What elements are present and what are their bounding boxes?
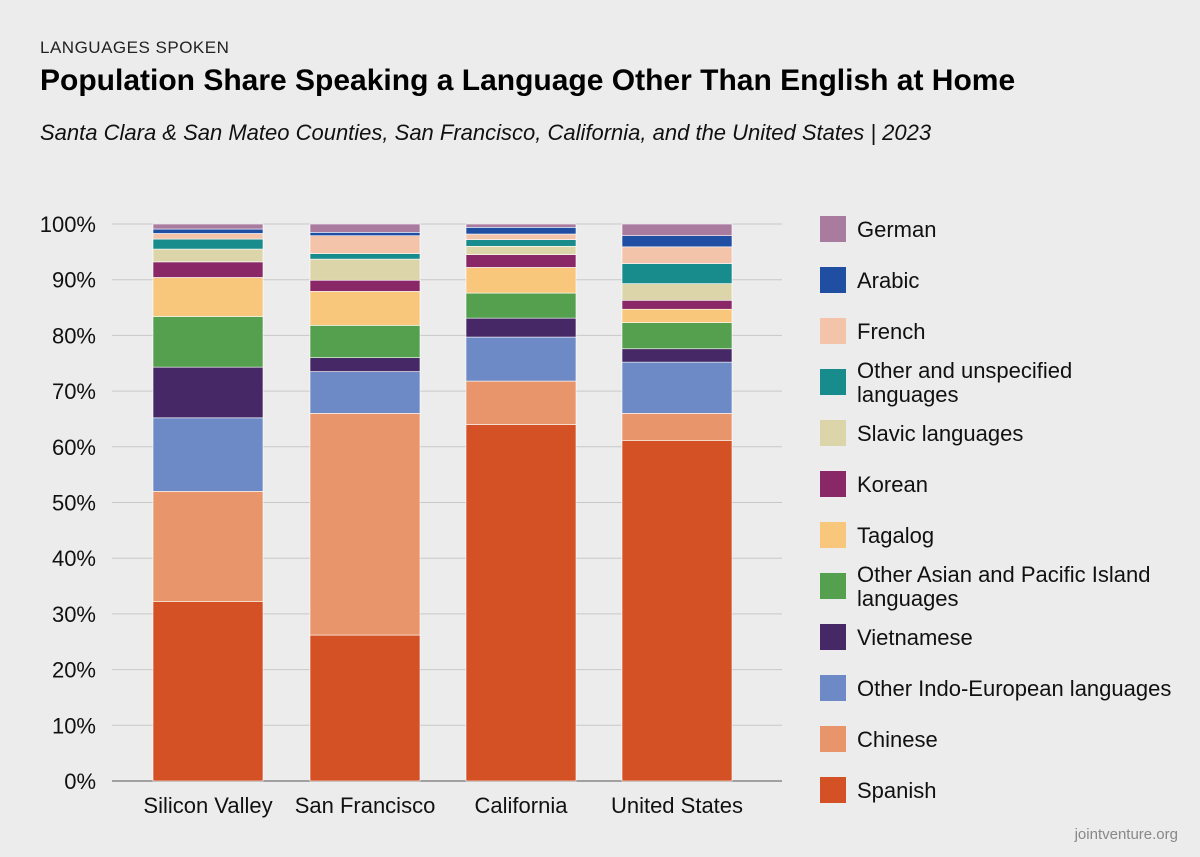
legend-swatch xyxy=(820,267,846,293)
bar-segment-other-and-unspecified-languages xyxy=(465,239,577,247)
bar-segment-vietnamese xyxy=(621,348,733,363)
x-category-label: San Francisco xyxy=(295,793,436,818)
y-tick-label: 10% xyxy=(52,713,96,738)
bar-segment-other-asian-and-pacific-island-languages xyxy=(465,292,577,319)
bar-segment-other-and-unspecified-languages xyxy=(621,263,733,284)
bar-segment-other-indo-european-languages xyxy=(621,361,733,414)
bar-segment-tagalog xyxy=(152,277,264,317)
y-tick-label: 100% xyxy=(40,212,96,237)
legend-swatch xyxy=(820,420,846,446)
bar-segment-korean xyxy=(152,261,264,278)
x-category-label: United States xyxy=(611,793,743,818)
bar-segment-french xyxy=(621,246,733,264)
legend-label: Other Indo-European languages xyxy=(857,676,1171,701)
bar-segment-french xyxy=(465,233,577,240)
bar-segment-chinese xyxy=(621,413,733,441)
legend-swatch xyxy=(820,726,846,752)
legend-label: Tagalog xyxy=(857,523,934,548)
bar-segment-chinese xyxy=(465,380,577,425)
x-category-label: California xyxy=(475,793,569,818)
legend-swatch xyxy=(820,522,846,548)
bar-segment-german xyxy=(309,223,421,233)
bar-segment-vietnamese xyxy=(465,317,577,338)
bar-segment-spanish xyxy=(309,634,421,782)
bar-segment-korean xyxy=(465,254,577,268)
x-category-label: Silicon Valley xyxy=(143,793,272,818)
legend-swatch xyxy=(820,777,846,803)
bar-segment-other-asian-and-pacific-island-languages xyxy=(309,325,421,358)
bars xyxy=(152,223,733,782)
chart-subtitle: Santa Clara & San Mateo Counties, San Fr… xyxy=(40,120,932,145)
bar-segment-arabic xyxy=(152,228,264,234)
legend-label: French xyxy=(857,319,925,344)
bar-segment-french xyxy=(152,233,264,240)
y-tick-label: 70% xyxy=(52,379,96,404)
bar-segment-arabic xyxy=(621,235,733,248)
bar-segment-tagalog xyxy=(465,267,577,294)
bar-segment-tagalog xyxy=(621,308,733,323)
legend-label: Other and unspecified languages xyxy=(857,358,1072,407)
bar-segment-other-indo-european-languages xyxy=(152,417,264,492)
bar-segment-slavic-languages xyxy=(621,283,733,301)
y-tick-label: 40% xyxy=(52,546,96,571)
bar-segment-korean xyxy=(621,300,733,310)
legend-swatch xyxy=(820,675,846,701)
legend-label: Chinese xyxy=(857,727,938,752)
legend-swatch xyxy=(820,318,846,344)
legend: German Arabic French Other and unspecified l… xyxy=(820,216,1171,803)
bar-segment-slavic-languages xyxy=(309,258,421,281)
bar-segment-german xyxy=(465,223,577,228)
bar-segment-vietnamese xyxy=(152,366,264,419)
bar-segment-chinese xyxy=(309,413,421,636)
legend-swatch xyxy=(820,624,846,650)
x-axis-labels: Silicon Valley San Francisco California Uni… xyxy=(143,793,743,818)
legend-swatch xyxy=(820,471,846,497)
bar-segment-other-and-unspecified-languages xyxy=(309,253,421,260)
source-credit: jointventure.org xyxy=(1074,826,1178,843)
bar-segment-other-and-unspecified-languages xyxy=(152,238,264,250)
bar-segment-german xyxy=(152,223,264,230)
y-tick-label: 20% xyxy=(52,658,96,683)
bar-segment-chinese xyxy=(152,491,264,602)
chart-title: Population Share Speaking a Language Oth… xyxy=(40,64,1016,97)
bar-segment-tagalog xyxy=(309,291,421,326)
legend-label: Slavic languages xyxy=(857,421,1023,446)
bar-segment-spanish xyxy=(152,601,264,782)
bar-segment-korean xyxy=(309,279,421,292)
bar-segment-spanish xyxy=(465,424,577,782)
bar-segment-vietnamese xyxy=(309,357,421,372)
y-tick-label: 0% xyxy=(64,769,96,794)
legend-label: Vietnamese xyxy=(857,625,973,650)
bar-segment-other-indo-european-languages xyxy=(309,371,421,414)
y-axis-labels: 0% 10% 20% 30% 40% 50% 60% 70% 80% 90% 100% xyxy=(40,212,96,794)
bar-segment-german xyxy=(621,223,733,236)
bar-segment-french xyxy=(309,235,421,254)
y-tick-label: 60% xyxy=(52,435,96,460)
legend-label: German xyxy=(857,217,936,242)
y-tick-label: 90% xyxy=(52,268,96,293)
bar-segment-spanish xyxy=(621,440,733,782)
bar-segment-other-asian-and-pacific-island-languages xyxy=(152,316,264,368)
legend-label: Arabic xyxy=(857,268,919,293)
bar-segment-other-indo-european-languages xyxy=(465,336,577,382)
bar-segment-other-asian-and-pacific-island-languages xyxy=(621,322,733,350)
bar-segment-slavic-languages xyxy=(465,245,577,255)
legend-label: Korean xyxy=(857,472,928,497)
y-tick-label: 80% xyxy=(52,323,96,348)
bar-segment-arabic xyxy=(309,232,421,236)
chart-kicker: LANGUAGES SPOKEN xyxy=(40,38,230,57)
y-tick-label: 30% xyxy=(52,602,96,627)
legend-label: Other Asian and Pacific Island languages xyxy=(857,562,1151,611)
legend-swatch xyxy=(820,573,846,599)
legend-label: Spanish xyxy=(857,778,937,803)
y-tick-label: 50% xyxy=(52,491,96,516)
legend-swatch xyxy=(820,369,846,395)
bar-segment-arabic xyxy=(465,227,577,235)
legend-swatch xyxy=(820,216,846,242)
bar-segment-slavic-languages xyxy=(152,248,264,263)
